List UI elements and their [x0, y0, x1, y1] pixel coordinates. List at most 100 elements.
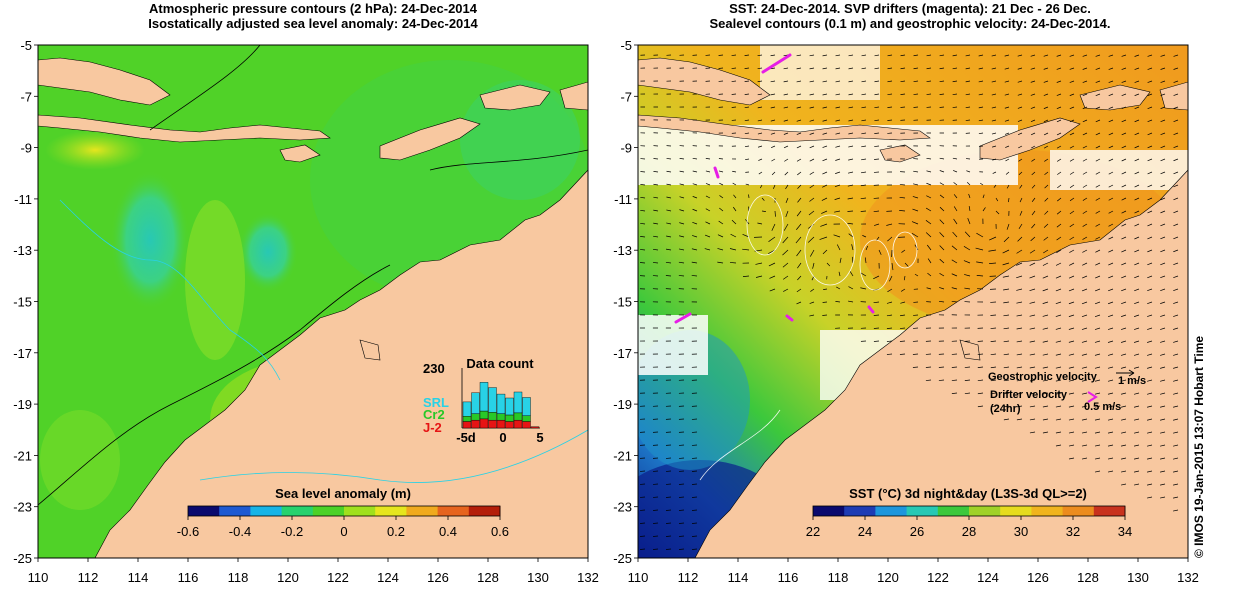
- right-x-tick-label: 128: [1077, 570, 1099, 585]
- left-colorbar-tick-label: -0.2: [281, 524, 303, 539]
- left-x-tick-label: 122: [327, 570, 349, 585]
- right-y-tick-label: -19: [613, 397, 632, 412]
- right-x-tick-label: 122: [927, 570, 949, 585]
- left-y-tick-label: -5: [20, 38, 32, 53]
- left-colorbar-tick-label: 0.4: [439, 524, 457, 539]
- right-y-tick-label: -23: [613, 500, 632, 515]
- left-y-tick-label: -11: [14, 192, 32, 207]
- right-y-tick-label: -25: [613, 551, 632, 566]
- inset-bar-cr2: [463, 416, 471, 421]
- right-x-tick-label: 132: [1177, 570, 1199, 585]
- right-x-tick-label: 110: [628, 570, 649, 585]
- left-title-line2: Isostatically adjusted sea level anomaly…: [148, 16, 478, 31]
- inset-bar-srl: [472, 393, 480, 414]
- left-colorbar-tick-label: -0.4: [229, 524, 251, 539]
- left-x-tick-label: 126: [427, 570, 449, 585]
- inset-bar-cr2: [523, 416, 531, 422]
- drifter-velocity-scale: 0.5 m/s: [1084, 401, 1121, 413]
- left-y-tick-label: -15: [13, 295, 32, 310]
- left-colorbar-band: [219, 506, 251, 516]
- inset-bar-cr2: [472, 414, 480, 421]
- right-colorbar-band: [813, 506, 845, 516]
- right-colorbar-band: [844, 506, 876, 516]
- right-colorbar-band: [907, 506, 939, 516]
- credit-text: © IMOS 19-Jan-2015 13:07 Hobart Time: [1192, 336, 1206, 558]
- inset-bar-j2: [463, 421, 471, 428]
- right-colorbar-tick-label: 30: [1014, 524, 1028, 539]
- inset-bar-srl: [489, 388, 497, 413]
- inset-bar-srl: [480, 382, 488, 411]
- right-colorbar-band: [875, 506, 907, 516]
- left-y-tick-label: -9: [20, 141, 32, 156]
- right-colorbar-label: SST (°C) 3d night&day (L3S-3d QL>=2): [849, 486, 1087, 501]
- inset-bar-j2: [514, 420, 522, 428]
- geo-velocity-scale: 1 m/s: [1118, 375, 1146, 387]
- left-y-tick-label: -17: [13, 346, 32, 361]
- right-colorbar-band: [1000, 506, 1032, 516]
- left-x-tick-label: 118: [228, 570, 249, 585]
- velocity-arrow: [900, 341, 905, 342]
- left-colorbar-band: [406, 506, 438, 516]
- inset-bar-j2: [480, 419, 488, 428]
- right-x-tick-label: 112: [678, 570, 699, 585]
- right-y-tick-label: -13: [613, 243, 632, 258]
- left-colorbar-band: [344, 506, 376, 516]
- left-colorbar-band: [250, 506, 282, 516]
- right-colorbar-band: [969, 506, 1001, 516]
- right-colorbar-band: [1063, 506, 1095, 516]
- drifter-velocity-label: Drifter velocity: [990, 389, 1068, 401]
- right-colorbar-tick-label: 32: [1066, 524, 1080, 539]
- right-x-tick-label: 124: [977, 570, 999, 585]
- left-colorbar-band: [313, 506, 345, 516]
- right-title-line1: SST: 24-Dec-2014. SVP drifters (magenta)…: [729, 1, 1091, 16]
- right-colorbar-band: [938, 506, 970, 516]
- left-x-tick-label: 116: [178, 570, 199, 585]
- left-x-tick-label: 110: [28, 570, 49, 585]
- left-x-tick-label: 120: [277, 570, 299, 585]
- right-colorbar-tick-label: 22: [806, 524, 820, 539]
- right-x-tick-label: 116: [778, 570, 799, 585]
- left-x-tick-label: 128: [477, 570, 499, 585]
- inset-bar-srl: [514, 392, 522, 413]
- inset-bar-j2: [506, 421, 514, 428]
- left-colorbar-tick-label: -0.6: [177, 524, 199, 539]
- right-x-tick-label: 120: [877, 570, 899, 585]
- left-colorbar-band: [375, 506, 407, 516]
- right-y-tick-label: -5: [620, 38, 632, 53]
- right-y-tick-label: -21: [613, 448, 632, 463]
- left-colorbar-label: Sea level anomaly (m): [275, 486, 411, 501]
- inset-bar-j2: [523, 421, 531, 428]
- left-colorbar-band: [188, 506, 220, 516]
- inset-bar-cr2: [497, 414, 505, 421]
- inset-bar-cr2: [514, 413, 522, 420]
- left-x-tick-label: 114: [128, 570, 149, 585]
- inset-bar-j2: [497, 420, 505, 428]
- inset-bar-j2: [489, 420, 497, 428]
- inset-legend-j2: J-2: [423, 420, 442, 435]
- left-colorbar-tick-label: 0.6: [491, 524, 509, 539]
- left-y-tick-label: -7: [20, 89, 32, 104]
- left-colorbar-band: [438, 506, 470, 516]
- inset-bar-srl: [463, 402, 471, 416]
- inset-bar-cr2: [506, 415, 514, 422]
- left-y-tick-label: -21: [13, 448, 32, 463]
- inset-ymax-label: 230: [423, 361, 445, 376]
- right-x-tick-label: 130: [1127, 570, 1149, 585]
- left-title-line1: Atmospheric pressure contours (2 hPa): 2…: [149, 1, 478, 16]
- inset-x-label-mid: 0: [499, 430, 506, 445]
- left-colorbar-tick-label: 0.2: [387, 524, 405, 539]
- inset-bar-srl: [506, 398, 514, 415]
- inset-x-label-end: 5: [536, 430, 543, 445]
- left-x-tick-label: 130: [527, 570, 549, 585]
- left-colorbar-band: [282, 506, 314, 516]
- left-x-tick-label: 124: [377, 570, 399, 585]
- left-y-tick-label: -13: [13, 243, 32, 258]
- left-x-tick-label: 112: [78, 570, 99, 585]
- right-colorbar-tick-label: 34: [1118, 524, 1132, 539]
- inset-x-label-start: -5d: [456, 430, 476, 445]
- left-y-tick-label: -23: [13, 500, 32, 515]
- right-colorbar-band: [1094, 506, 1126, 516]
- right-x-tick-label: 114: [728, 570, 749, 585]
- left-colorbar-band: [469, 506, 501, 516]
